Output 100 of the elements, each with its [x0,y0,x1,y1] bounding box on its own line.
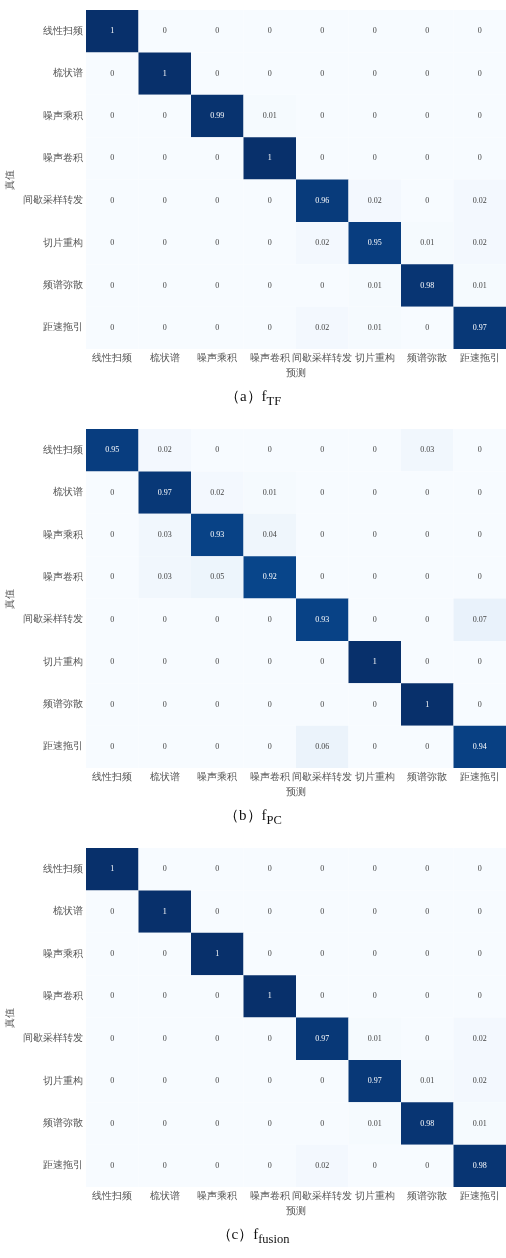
data-label: 0 [267,614,272,624]
data-label: 0.01 [262,487,277,497]
data-label: 0 [267,1076,272,1086]
text: （c）f$_{fusion}$ [215,1225,291,1248]
data-label: 0 [477,68,482,78]
data-label: 1 [267,991,272,1001]
data-label: 0 [162,991,167,1001]
data-label: 0 [425,111,430,121]
y-tick-label: 梳状谱 [53,67,83,79]
x-tick-label: 线性扫频 [92,351,133,363]
data-label: 0.02 [315,322,330,332]
x-tick-label: 频谱弥散 [407,351,448,363]
data-label: 0 [110,195,115,205]
y-tick-label: 噪声乘积 [43,947,83,959]
data-label: 1 [162,68,167,78]
y-tick-label: 距速拖引 [43,1159,83,1171]
data-label: 0 [110,322,115,332]
data-label: 0 [425,991,430,1001]
x-tick-label: 线性扫频 [92,770,133,782]
x-tick-label: 线性扫频 [92,1189,133,1201]
data-label: 0 [215,195,220,205]
data-label: 0.99 [210,111,225,121]
data-label: 0 [425,68,430,78]
data-label: 0 [215,864,220,874]
data-label: 0 [215,26,220,36]
y-tick-label: 切片重构 [43,655,83,667]
data-label: 0.02 [472,1076,487,1086]
x-tick-label: 梳状谱 [149,1189,180,1201]
data-label: 0 [320,864,325,874]
data-label: 0 [162,26,167,36]
data-label: 0.02 [472,238,487,248]
data-label: 0.98 [420,1118,435,1128]
data-label: 0 [372,741,377,751]
data-label: 0 [320,991,325,1001]
data-label: 0 [372,864,377,874]
data-label: 0 [267,1160,272,1170]
data-label: 0 [162,153,167,163]
data-label: 0.01 [367,322,382,332]
data-label: 0 [215,991,220,1001]
data-label: 0.01 [262,111,277,121]
data-label: 0 [477,949,482,959]
data-label: 0 [215,445,220,455]
data-label: 0 [372,68,377,78]
data-label: 1 [215,949,220,959]
data-label: 0 [372,153,377,163]
data-label: 0 [320,1118,325,1128]
data-label: 0.03 [420,445,435,455]
data-label: 0 [110,657,115,667]
x-tick-label: 噪声乘积 [197,1189,238,1201]
data-label: 0 [267,1033,272,1043]
data-label: 0.04 [262,530,277,540]
data-label: 0 [372,906,377,916]
data-label: 0 [215,153,220,163]
data-label: 0 [110,572,115,582]
data-label: 0 [477,699,482,709]
data-label: 0 [215,699,220,709]
x-axis-title: 预测 [286,366,306,378]
data-label: 0.01 [367,280,382,290]
data-label: 0 [215,741,220,751]
data-label: 0.98 [420,280,435,290]
data-label: 1 [162,906,167,916]
y-tick-label: 噪声卷积 [43,151,83,163]
data-label: 0 [320,111,325,121]
data-label: 1 [110,864,115,874]
data-label: 0.97 [315,1033,330,1043]
data-label: 0 [267,864,272,874]
data-label: 1 [267,153,272,163]
data-label: 0 [477,487,482,497]
data-label: 0 [215,238,220,248]
data-label: 0.01 [420,238,435,248]
y-tick-label: 噪声卷积 [43,989,83,1001]
y-axis-title: 真值 [3,588,15,609]
x-tick-label: 噪声卷积 [249,1189,290,1201]
data-label: 0 [110,991,115,1001]
data-label: 0 [425,1033,430,1043]
y-tick-label: 梳状谱 [53,486,83,498]
x-tick-label: 距速拖引 [459,770,500,782]
data-label: 0 [425,487,430,497]
data-label: 0 [267,68,272,78]
y-tick-label: 线性扫频 [43,443,83,455]
data-label: 0.02 [367,195,382,205]
data-label: 0 [110,699,115,709]
data-label: 0 [372,991,377,1001]
data-label: 0 [477,657,482,667]
data-label: 0 [372,614,377,624]
x-tick-label: 梳状谱 [149,351,180,363]
data-label: 0 [477,572,482,582]
data-label: 0 [320,153,325,163]
data-label: 0 [267,949,272,959]
data-label: 0 [110,1076,115,1086]
data-label: 0 [110,238,115,248]
x-tick-label: 噪声卷积 [249,770,290,782]
data-label: 0 [162,111,167,121]
data-label: 0 [162,195,167,205]
data-label: 0 [162,238,167,248]
data-label: 0 [162,1118,167,1128]
y-tick-label: 间歇采样转发 [23,1032,83,1044]
y-tick-label: 距速拖引 [43,321,83,333]
data-label: 0 [110,741,115,751]
data-label: 0 [320,572,325,582]
